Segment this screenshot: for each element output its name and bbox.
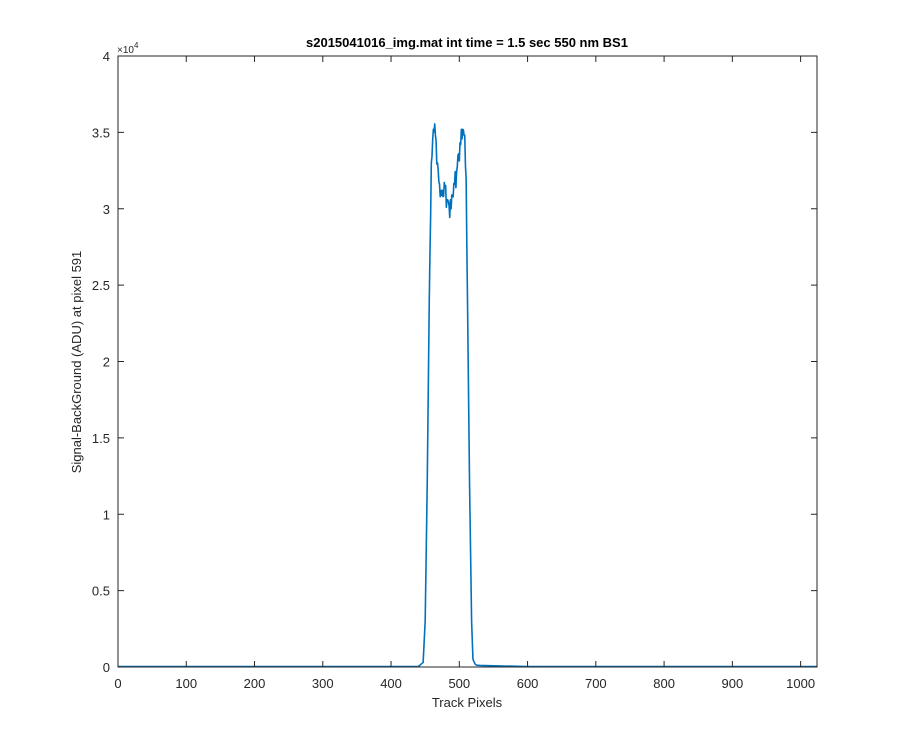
x-tick-label: 200 (244, 676, 266, 691)
x-tick-label: 600 (517, 676, 539, 691)
y-axis-label: Signal-BackGround (ADU) at pixel 591 (69, 251, 84, 474)
y-axis-exponent-power: 4 (134, 41, 139, 50)
y-axis-exponent-base: ×10 (117, 45, 134, 56)
y-tick-label: 1 (103, 507, 110, 522)
y-tick-label: 3.5 (92, 125, 110, 140)
y-tick-label: 4 (103, 49, 110, 64)
x-tick-label: 1000 (786, 676, 815, 691)
y-tick-label: 1.5 (92, 431, 110, 446)
chart-title: s2015041016_img.mat int time = 1.5 sec 5… (306, 35, 628, 50)
x-tick-label: 300 (312, 676, 334, 691)
y-tick-label: 3 (103, 202, 110, 217)
y-tick-label: 2 (103, 355, 110, 370)
y-tick-label: 2.5 (92, 278, 110, 293)
x-tick-label: 100 (175, 676, 197, 691)
x-tick-label: 800 (653, 676, 675, 691)
x-tick-label: 400 (380, 676, 402, 691)
x-axis-label: Track Pixels (432, 695, 503, 710)
y-tick-label: 0.5 (92, 584, 110, 599)
y-axis-exponent: ×104 (117, 41, 139, 56)
x-tick-label: 900 (722, 676, 744, 691)
x-tick-label: 0 (114, 676, 121, 691)
y-tick-label: 0 (103, 660, 110, 675)
x-tick-label: 700 (585, 676, 607, 691)
series-line-0 (118, 123, 817, 668)
x-tick-label: 500 (448, 676, 470, 691)
